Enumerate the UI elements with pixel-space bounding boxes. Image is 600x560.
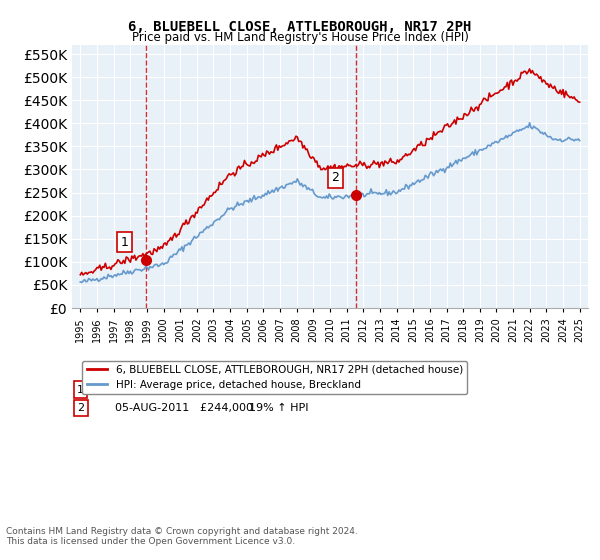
Text: 1: 1: [77, 385, 84, 395]
Text: 2: 2: [331, 171, 339, 184]
Text: 19% ↑ HPI: 19% ↑ HPI: [165, 403, 308, 413]
Text: 2: 2: [77, 403, 84, 413]
Text: 05-AUG-2011: 05-AUG-2011: [108, 403, 190, 413]
Text: Contains HM Land Registry data © Crown copyright and database right 2024.
This d: Contains HM Land Registry data © Crown c…: [6, 526, 358, 546]
Text: £244,000: £244,000: [165, 403, 253, 413]
Text: 35% ↑ HPI: 35% ↑ HPI: [165, 385, 308, 395]
Text: 1: 1: [121, 236, 128, 249]
Text: £105,000: £105,000: [165, 385, 253, 395]
Legend: 6, BLUEBELL CLOSE, ATTLEBOROUGH, NR17 2PH (detached house), HPI: Average price, : 6, BLUEBELL CLOSE, ATTLEBOROUGH, NR17 2P…: [82, 361, 467, 394]
Text: 6, BLUEBELL CLOSE, ATTLEBOROUGH, NR17 2PH: 6, BLUEBELL CLOSE, ATTLEBOROUGH, NR17 2P…: [128, 20, 472, 34]
Text: Price paid vs. HM Land Registry's House Price Index (HPI): Price paid vs. HM Land Registry's House …: [131, 31, 469, 44]
Text: 04-DEC-1998: 04-DEC-1998: [108, 385, 189, 395]
